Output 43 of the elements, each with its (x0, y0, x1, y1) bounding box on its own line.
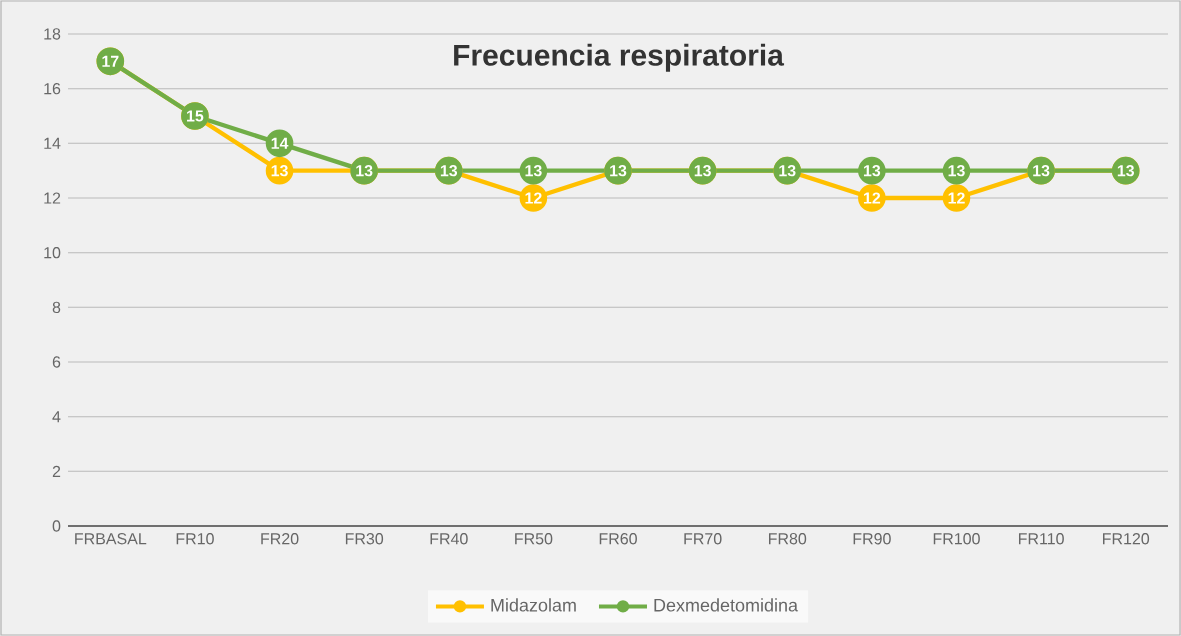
x-tick-label: FR20 (261, 533, 299, 545)
x-tick-label: FR70 (684, 533, 722, 545)
x-tick-label: FRBASAL (75, 533, 147, 545)
data-label: 13 (779, 164, 796, 177)
x-tick-label: FR50 (515, 533, 553, 545)
y-tick-label: 12 (44, 192, 61, 204)
data-label: 17 (102, 55, 119, 67)
legend-label: Dexmedetomidina (654, 598, 799, 612)
data-label: 13 (271, 164, 288, 177)
data-label: 12 (948, 192, 965, 204)
data-label: 13 (356, 164, 373, 177)
y-tick-label: 0 (52, 520, 61, 532)
data-label: 13 (948, 164, 965, 177)
y-tick-label: 8 (52, 301, 61, 313)
data-label: 12 (863, 192, 881, 204)
data-label: 13 (694, 164, 711, 177)
x-tick-label: FR90 (853, 533, 891, 545)
x-tick-label: FR60 (599, 533, 637, 545)
y-tick-label: 16 (44, 83, 61, 95)
x-tick-label: FR10 (176, 533, 214, 545)
data-label: 13 (525, 164, 542, 177)
x-tick-label: FR110 (1018, 533, 1064, 545)
x-tick-label: FR120 (1103, 533, 1150, 545)
legend-label: Midazolam (491, 598, 576, 612)
data-label: 15 (187, 110, 204, 122)
y-tick-label: 18 (44, 28, 61, 40)
data-label: 14 (271, 137, 289, 149)
data-label: 13 (440, 164, 458, 177)
chart-title: Frecuencia respiratoria (454, 43, 785, 72)
data-label: 13 (610, 164, 627, 177)
x-tick-label: FR80 (769, 533, 807, 545)
x-tick-label: FR40 (430, 533, 468, 545)
data-label: 13 (863, 164, 881, 177)
x-tick-label: FR30 (345, 533, 384, 545)
y-tick-label: 2 (52, 465, 61, 477)
y-tick-label: 4 (52, 411, 61, 423)
y-tick-label: 14 (44, 137, 61, 149)
y-tick-label: 10 (44, 247, 61, 259)
data-label: 12 (525, 192, 542, 204)
data-label: 13 (1117, 164, 1135, 177)
data-label: 13 (1033, 164, 1050, 177)
x-tick-label: FR100 (933, 533, 980, 545)
y-tick-label: 6 (52, 356, 61, 368)
